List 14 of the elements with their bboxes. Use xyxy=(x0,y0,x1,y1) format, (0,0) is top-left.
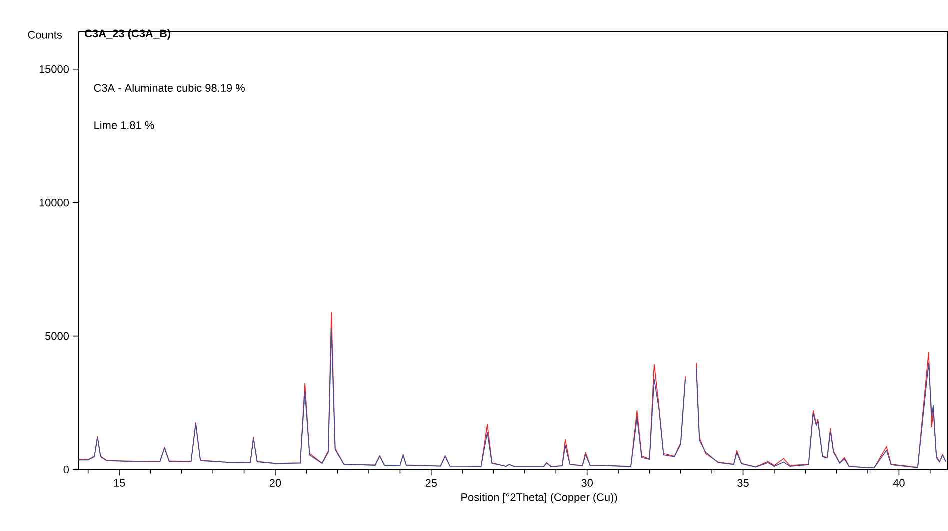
x-tick-label: 35 xyxy=(738,479,749,488)
y-axis-title: Counts xyxy=(28,31,62,40)
x-tick-label: 30 xyxy=(582,479,593,488)
y-tick-label: 0 xyxy=(64,466,70,474)
x-tick-label: 15 xyxy=(114,479,126,488)
x-tick-label: 25 xyxy=(426,479,438,488)
annotation: Lime 1.81 % xyxy=(94,121,154,130)
y-tick-label: 15000 xyxy=(40,66,70,74)
annotation: C3A - Aluminate cubic 98.19 % xyxy=(94,84,245,92)
x-tick-label: 20 xyxy=(270,479,282,488)
y-tick-label: 5000 xyxy=(46,332,70,340)
y-tick-label: 10000 xyxy=(40,199,70,207)
x-axis-title: Position [°2Theta] (Copper (Cu)) xyxy=(462,493,618,504)
x-tick-label: 40 xyxy=(893,479,905,488)
